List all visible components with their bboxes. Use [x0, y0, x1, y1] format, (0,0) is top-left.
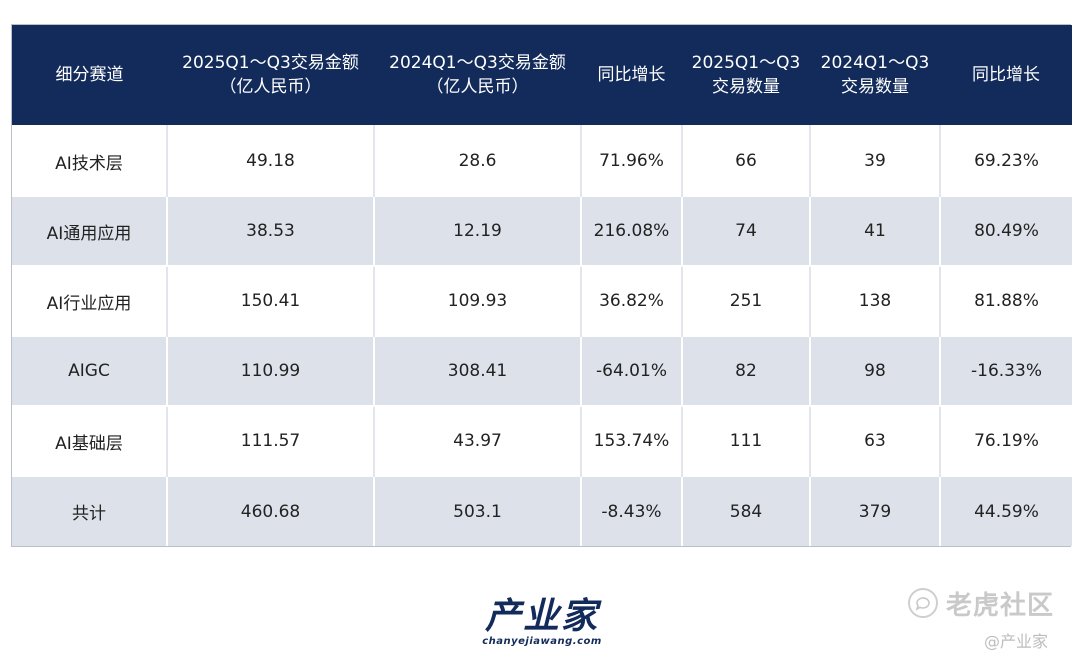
cell-segment: AI基础层: [12, 406, 167, 476]
header-count-growth: 同比增长: [940, 25, 1072, 126]
cell-segment: AI行业应用: [12, 266, 167, 336]
cell-count-2025: 584: [681, 476, 810, 546]
cell-amount-growth: -8.43%: [580, 476, 682, 546]
cell-count-2025: 82: [681, 336, 810, 406]
header-amount-growth: 同比增长: [581, 25, 682, 126]
cell-count-growth: 69.23%: [939, 126, 1072, 196]
cell-count-2024: 39: [809, 126, 940, 196]
cell-count-2024: 379: [809, 476, 940, 546]
table-row: AI通用应用 38.53 12.19 216.08% 74 41 80.49%: [12, 196, 1072, 266]
watermark-handle: @产业家: [984, 632, 1049, 651]
cell-amount-growth: -64.01%: [580, 336, 682, 406]
watermark: 老虎社区: [908, 586, 1055, 621]
table-row-total: 共计 460.68 503.1 -8.43% 584 379 44.59%: [12, 476, 1072, 546]
cell-count-growth: 81.88%: [939, 266, 1072, 336]
cell-segment: 共计: [12, 476, 167, 546]
cell-amount-2025: 49.18: [166, 126, 374, 196]
cell-count-growth: -16.33%: [939, 336, 1072, 406]
header-segment: 细分赛道: [12, 25, 167, 126]
cell-amount-growth: 216.08%: [580, 196, 682, 266]
cell-amount-growth: 71.96%: [580, 126, 682, 196]
cell-segment: AI技术层: [12, 126, 167, 196]
cell-count-2024: 63: [809, 406, 940, 476]
cell-count-2025: 66: [681, 126, 810, 196]
cell-segment: AI通用应用: [12, 196, 167, 266]
header-count-2024: 2024Q1～Q3 交易数量: [810, 25, 940, 126]
chat-bubble-icon: [908, 588, 938, 618]
cell-count-2025: 251: [681, 266, 810, 336]
header-amount-2025: 2025Q1～Q3交易金额 （亿人民币）: [167, 25, 374, 126]
cell-count-2024: 41: [809, 196, 940, 266]
logo-wordmark: 产业家: [484, 596, 599, 637]
cell-count-growth: 44.59%: [939, 476, 1072, 546]
cell-amount-2024: 503.1: [373, 476, 581, 546]
table-header-row: 细分赛道 2025Q1～Q3交易金额 （亿人民币） 2024Q1～Q3交易金额 …: [12, 25, 1072, 126]
watermark-title: 老虎社区: [946, 590, 1055, 621]
table-row: AIGC 110.99 308.41 -64.01% 82 98 -16.33%: [12, 336, 1072, 406]
cell-amount-2024: 12.19: [373, 196, 581, 266]
header-count-2025: 2025Q1～Q3 交易数量: [682, 25, 810, 126]
cell-count-2025: 111: [681, 406, 810, 476]
cell-amount-2024: 308.41: [373, 336, 581, 406]
header-amount-2024: 2024Q1～Q3交易金额 （亿人民币）: [374, 25, 581, 126]
table-row: AI行业应用 150.41 109.93 36.82% 251 138 81.8…: [12, 266, 1072, 336]
cell-amount-2025: 38.53: [166, 196, 374, 266]
cell-amount-2024: 28.6: [373, 126, 581, 196]
cell-count-2025: 74: [681, 196, 810, 266]
cell-amount-2024: 109.93: [373, 266, 581, 336]
table-row: AI技术层 49.18 28.6 71.96% 66 39 69.23%: [12, 126, 1072, 196]
table-row: AI基础层 111.57 43.97 153.74% 111 63 76.19%: [12, 406, 1072, 476]
cell-count-growth: 76.19%: [939, 406, 1072, 476]
cell-count-growth: 80.49%: [939, 196, 1072, 266]
logo-url: chanyejiawang.com: [482, 636, 602, 647]
cell-amount-growth: 36.82%: [580, 266, 682, 336]
cell-amount-2024: 43.97: [373, 406, 581, 476]
cell-amount-2025: 111.57: [166, 406, 374, 476]
cell-count-2024: 138: [809, 266, 940, 336]
data-table: 细分赛道 2025Q1～Q3交易金额 （亿人民币） 2024Q1～Q3交易金额 …: [11, 24, 1072, 547]
chanyejia-logo: 产业家 chanyejiawang.com: [468, 598, 616, 650]
cell-amount-2025: 460.68: [166, 476, 374, 546]
cell-amount-growth: 153.74%: [580, 406, 682, 476]
cell-count-2024: 98: [809, 336, 940, 406]
cell-amount-2025: 150.41: [166, 266, 374, 336]
cell-amount-2025: 110.99: [166, 336, 374, 406]
cell-segment: AIGC: [12, 336, 167, 406]
